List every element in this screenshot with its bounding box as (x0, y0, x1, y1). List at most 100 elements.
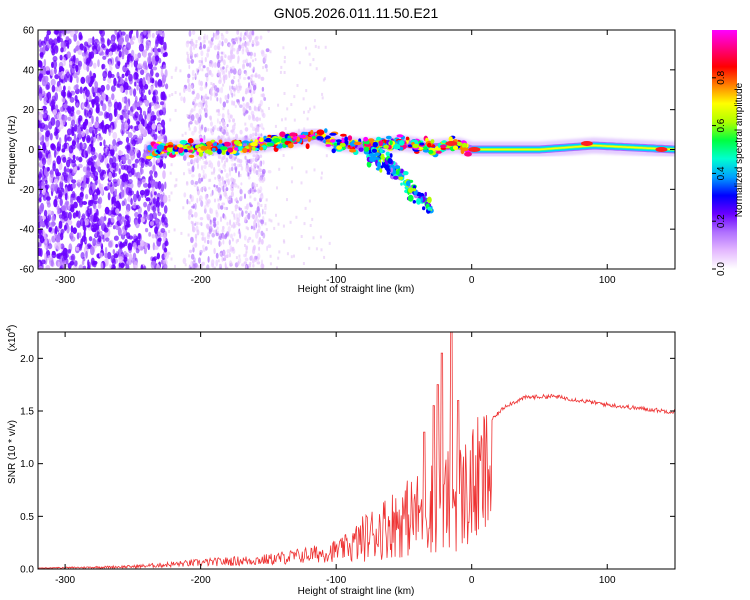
noise-speckle (141, 158, 145, 163)
noise-speckle (70, 233, 73, 241)
noise-speckle (273, 226, 276, 230)
noise-speckle (91, 182, 96, 191)
ridge-blob (335, 139, 342, 143)
noise-speckle (198, 79, 201, 86)
ridge-blob (204, 149, 212, 154)
noise-speckle (55, 104, 59, 111)
noise-speckle (260, 93, 263, 97)
noise-speckle (117, 75, 121, 83)
ridge-blob (195, 144, 199, 149)
noise-speckle (252, 126, 256, 132)
noise-speckle (81, 103, 85, 109)
noise-speckle (153, 245, 159, 250)
noise-speckle (154, 80, 158, 88)
noise-speckle (286, 252, 289, 256)
ridge-peak (468, 147, 481, 152)
noise-speckle (225, 233, 228, 238)
noise-speckle (70, 253, 76, 262)
noise-speckle (188, 169, 192, 175)
noise-speckle (230, 129, 234, 133)
noise-speckle (218, 192, 221, 196)
noise-speckle (236, 217, 240, 223)
noise-speckle (239, 163, 243, 167)
noise-speckle (239, 195, 243, 199)
tail-blob (373, 154, 377, 161)
noise-speckle (204, 73, 209, 78)
noise-speckle (263, 55, 267, 63)
x-tick-label: 0 (469, 575, 475, 586)
noise-speckle (182, 206, 185, 210)
noise-speckle (39, 122, 46, 129)
noise-speckle (265, 68, 268, 72)
noise-speckle (202, 44, 206, 49)
noise-speckle (233, 122, 236, 126)
y-tick-label: 1.0 (20, 459, 34, 470)
noise-speckle (75, 102, 79, 108)
noise-speckle (225, 206, 229, 211)
noise-speckle (244, 193, 246, 199)
noise-speckle (210, 162, 214, 169)
noise-speckle (243, 76, 247, 81)
noise-speckle (224, 262, 227, 269)
noise-speckle (135, 248, 140, 254)
noise-speckle (300, 235, 303, 238)
tail-blob (408, 187, 413, 194)
noise-speckle (66, 51, 71, 59)
tail-blob (394, 165, 401, 170)
noise-speckle (233, 179, 236, 183)
noise-speckle (85, 218, 90, 226)
noise-speckle (244, 244, 246, 247)
noise-speckle (56, 253, 61, 259)
noise-speckle (102, 103, 107, 112)
noise-speckle (93, 154, 97, 160)
noise-speckle (247, 227, 249, 231)
noise-speckle (42, 143, 47, 152)
noise-speckle (56, 155, 62, 165)
noise-speckle (144, 189, 147, 199)
ridge-blob (336, 145, 342, 150)
noise-speckle (208, 69, 212, 76)
noise-speckle (128, 243, 132, 251)
noise-speckle (114, 110, 117, 118)
noise-speckle (62, 156, 67, 163)
noise-speckle (209, 41, 213, 49)
noise-speckle (206, 234, 211, 240)
noise-speckle (94, 95, 100, 105)
ridge-blob (440, 144, 447, 148)
noise-speckle (82, 166, 87, 173)
x-tick-label: 100 (599, 275, 616, 286)
noise-speckle (96, 158, 101, 167)
noise-speckle (233, 232, 236, 237)
noise-speckle (71, 119, 76, 127)
noise-speckle (71, 68, 75, 74)
noise-speckle (249, 261, 252, 266)
noise-speckle (66, 224, 70, 234)
noise-speckle (188, 127, 191, 131)
noise-speckle (206, 52, 210, 58)
noise-speckle (223, 163, 226, 167)
noise-speckle (235, 221, 238, 225)
noise-speckle (67, 116, 72, 122)
noise-speckle (101, 43, 106, 49)
noise-speckle (189, 46, 193, 53)
noise-speckle (236, 200, 239, 204)
ridge-blob (205, 141, 213, 146)
noise-speckle (127, 179, 133, 184)
noise-speckle (309, 107, 311, 111)
noise-speckle (249, 74, 253, 80)
noise-speckle (96, 104, 100, 112)
noise-speckle (255, 129, 258, 133)
noise-speckle (278, 250, 281, 254)
noise-speckle (162, 234, 167, 243)
noise-speckle (222, 101, 226, 108)
noise-speckle (168, 94, 171, 98)
noise-speckle (282, 224, 285, 228)
noise-speckle (119, 215, 124, 225)
noise-speckle (147, 128, 151, 135)
noise-speckle (216, 127, 221, 132)
noise-speckle (76, 232, 80, 240)
noise-speckle (174, 91, 177, 95)
noise-speckle (239, 37, 242, 42)
noise-speckle (222, 225, 225, 230)
noise-speckle (148, 89, 152, 95)
